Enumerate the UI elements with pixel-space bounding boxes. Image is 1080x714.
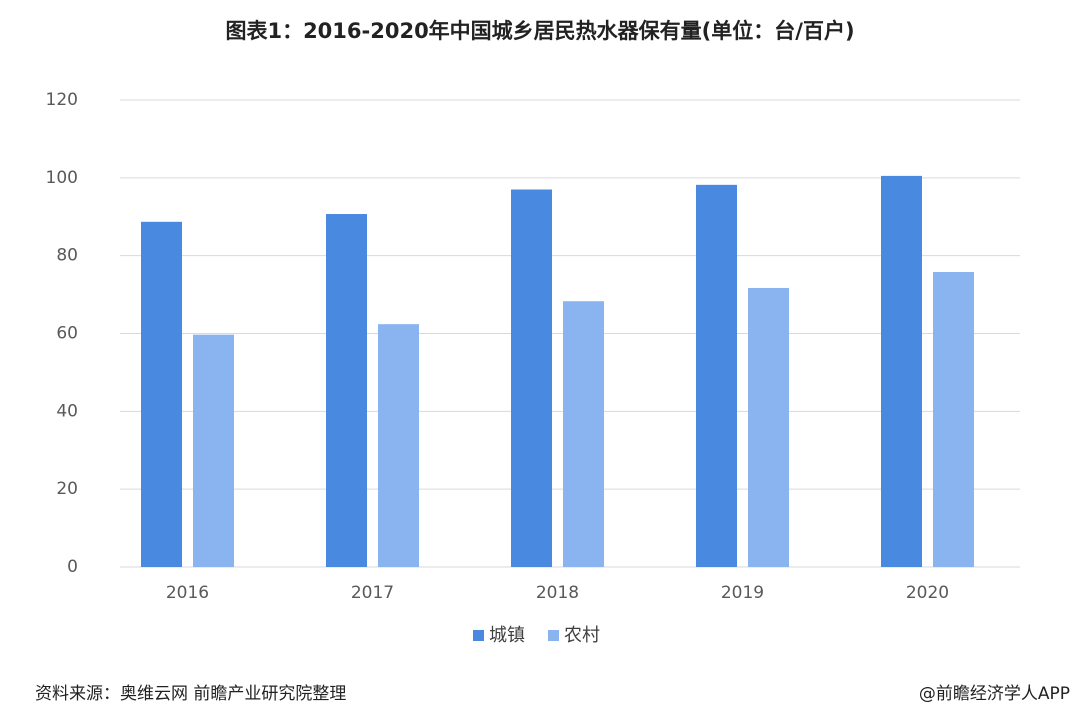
- x-tick-label: 2020: [906, 583, 949, 603]
- bar: [933, 272, 974, 567]
- legend-label: 农村: [564, 625, 600, 646]
- bar: [141, 221, 182, 567]
- bar: [511, 189, 552, 567]
- y-tick-label: 120: [46, 90, 78, 110]
- footer: @前瞻经济学人APP: [919, 684, 1070, 704]
- bar: [748, 287, 789, 567]
- source-note: 资料来源：奥维云网 前瞻产业研究院整理: [35, 684, 346, 704]
- y-tick-label: 20: [56, 479, 78, 499]
- bar: [563, 301, 604, 567]
- x-tick-label: 2019: [721, 583, 764, 603]
- bar: [378, 324, 419, 567]
- bar: [326, 214, 367, 568]
- legend-swatch: [548, 630, 559, 641]
- x-tick-label: 2016: [166, 583, 209, 603]
- bar: [193, 334, 234, 567]
- y-tick-label: 100: [46, 168, 78, 188]
- x-tick-label: 2018: [536, 583, 579, 603]
- x-tick-label: 2017: [351, 583, 394, 603]
- y-tick-label: 60: [56, 324, 78, 344]
- chart-title: 图表1：2016-2020年中国城乡居民热水器保有量(单位：台/百户): [225, 19, 854, 43]
- legend-label: 城镇: [489, 625, 525, 646]
- y-tick-label: 80: [56, 246, 78, 266]
- bar: [881, 175, 922, 567]
- y-tick-label: 0: [67, 557, 78, 577]
- y-tick-label: 40: [56, 401, 78, 421]
- bar: [696, 184, 737, 568]
- legend-swatch: [473, 630, 484, 641]
